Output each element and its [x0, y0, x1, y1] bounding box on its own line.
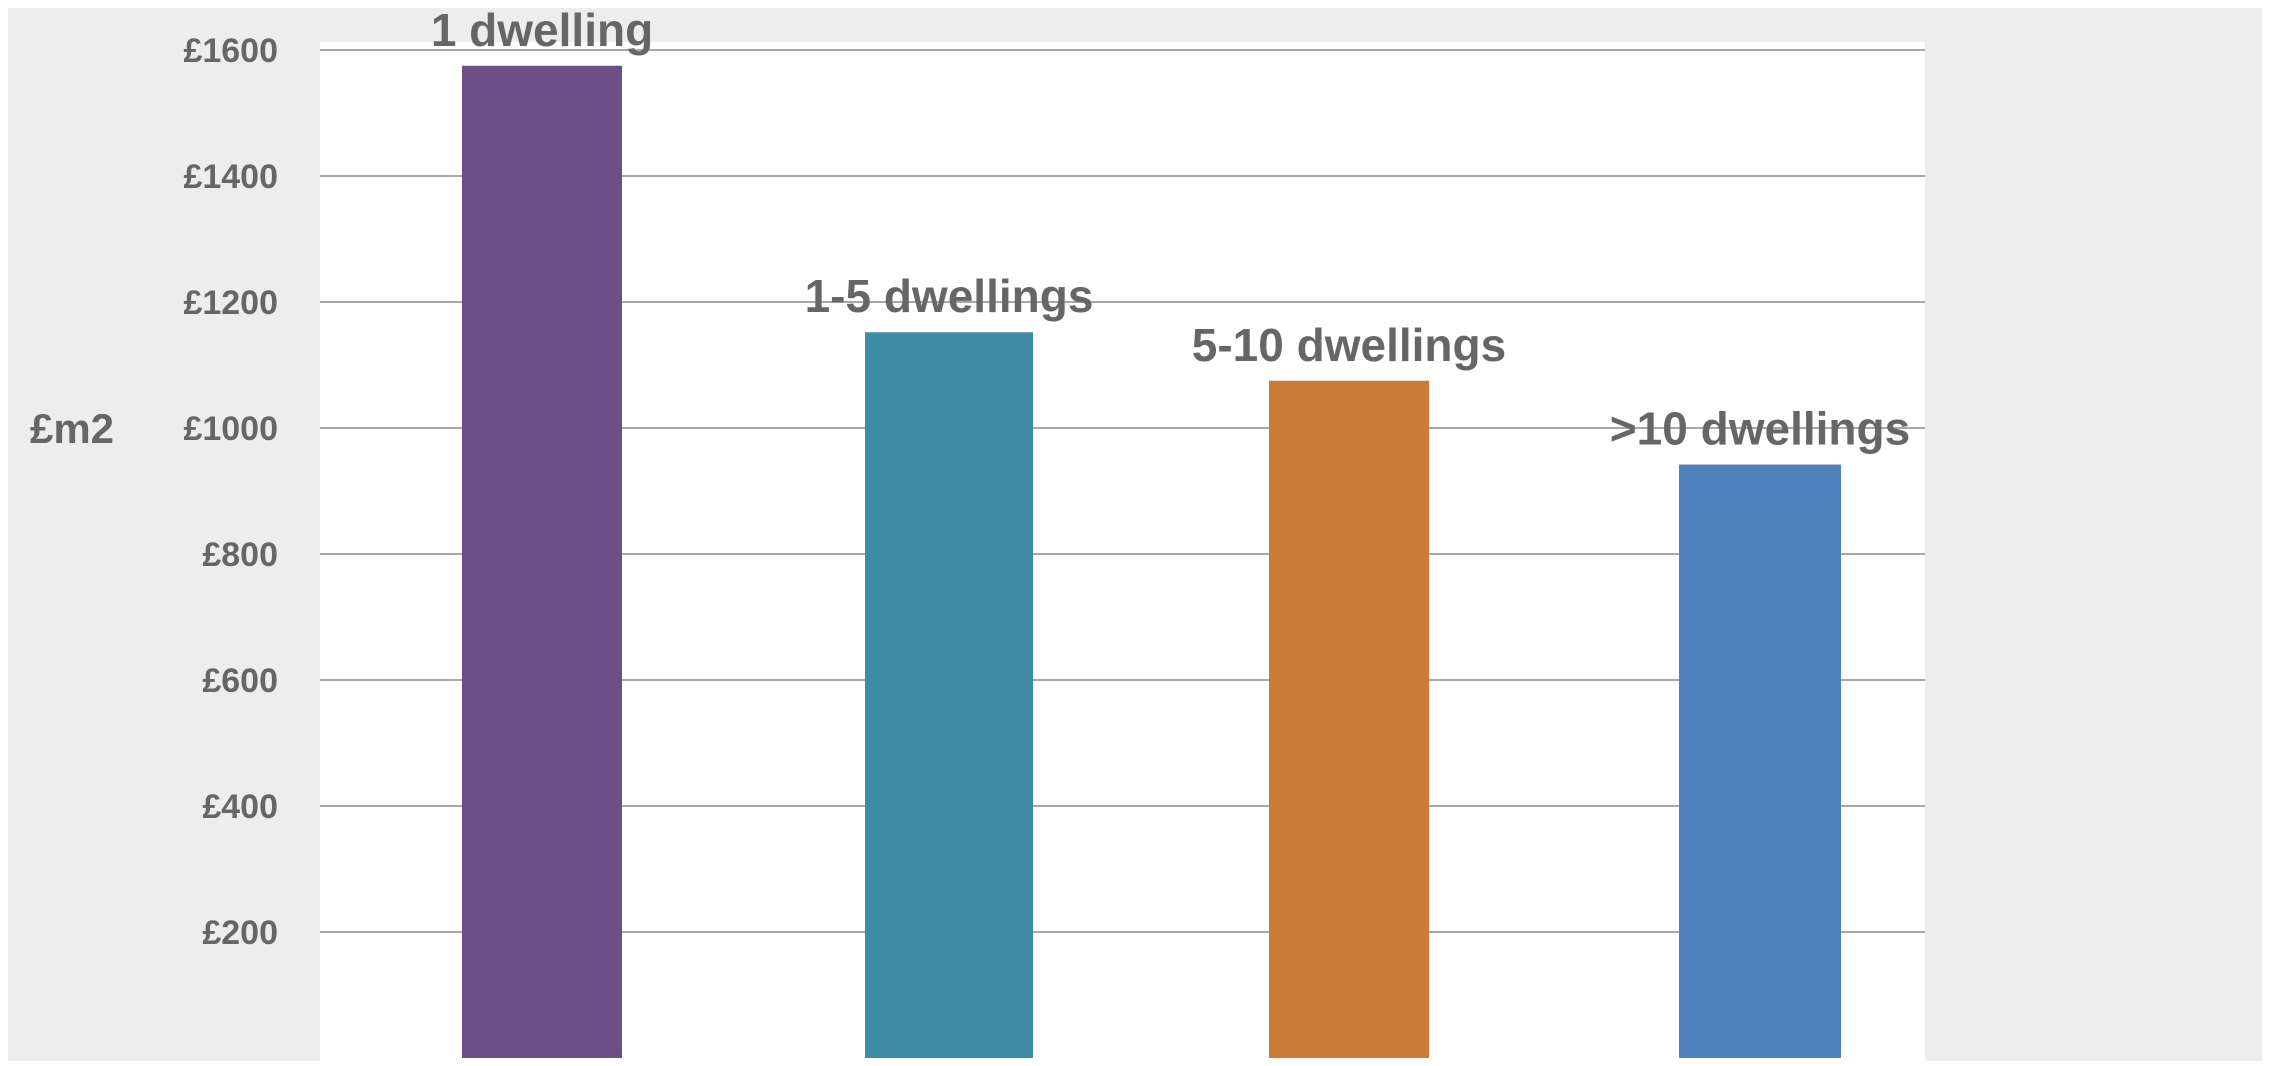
bar-category-label: >10 dwellings [1610, 403, 1910, 455]
bar [462, 65, 622, 1058]
y-axis-title: £m2 [30, 405, 114, 452]
y-tick-label: £1600 [183, 32, 278, 70]
y-tick-label: £400 [202, 788, 278, 826]
bar [1679, 464, 1841, 1058]
y-tick-label: £1000 [183, 410, 278, 448]
y-tick-label: £1400 [183, 158, 278, 196]
bars [462, 65, 1841, 1058]
bar-category-label: 1-5 dwellings [805, 270, 1094, 322]
y-tick-label: £600 [202, 662, 278, 700]
bar [1269, 380, 1429, 1058]
y-tick-label: £800 [202, 536, 278, 574]
bar-category-label: 5-10 dwellings [1192, 319, 1506, 371]
y-tick-label: £1200 [183, 284, 278, 322]
bar-category-labels: 1 dwelling 1-5 dwellings 5-10 dwellings >10… [431, 4, 1910, 455]
y-tick-label: £200 [202, 914, 278, 952]
y-axis-ticks: £200 £400 £600 £800 £1000 £1200 £1400 £1600 [183, 32, 278, 952]
bar-category-label: 1 dwelling [431, 4, 653, 56]
bar [865, 332, 1033, 1058]
